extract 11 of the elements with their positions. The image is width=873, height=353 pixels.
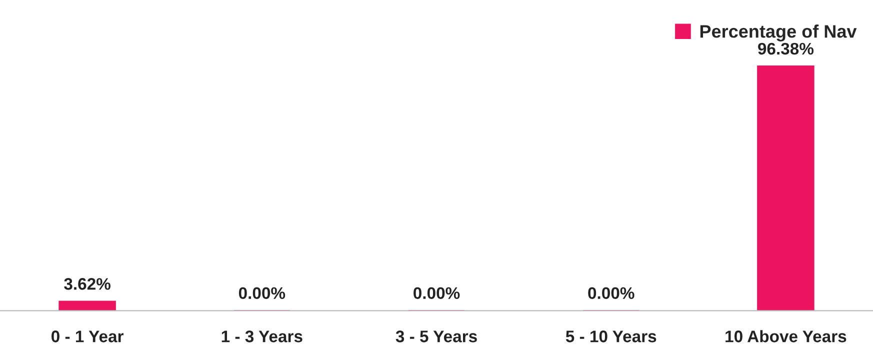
x-tick-label: 1 - 3 Years (222, 330, 302, 342)
x-tick-label: 3 - 5 Years (396, 330, 477, 342)
x-tick-label: 0 - 1 Year (52, 330, 124, 342)
data-label: 0.00% (588, 287, 634, 300)
data-label: 3.62% (64, 278, 110, 290)
data-label: 0.00% (238, 287, 286, 300)
data-label: 0.00% (414, 287, 460, 300)
x-tick-label: 5 - 10 Years (566, 330, 656, 342)
x-tick-label: 10 Above Years (726, 330, 846, 342)
legend-label: Percentage of Nav (700, 24, 857, 42)
data-label: 96.38% (758, 42, 814, 55)
